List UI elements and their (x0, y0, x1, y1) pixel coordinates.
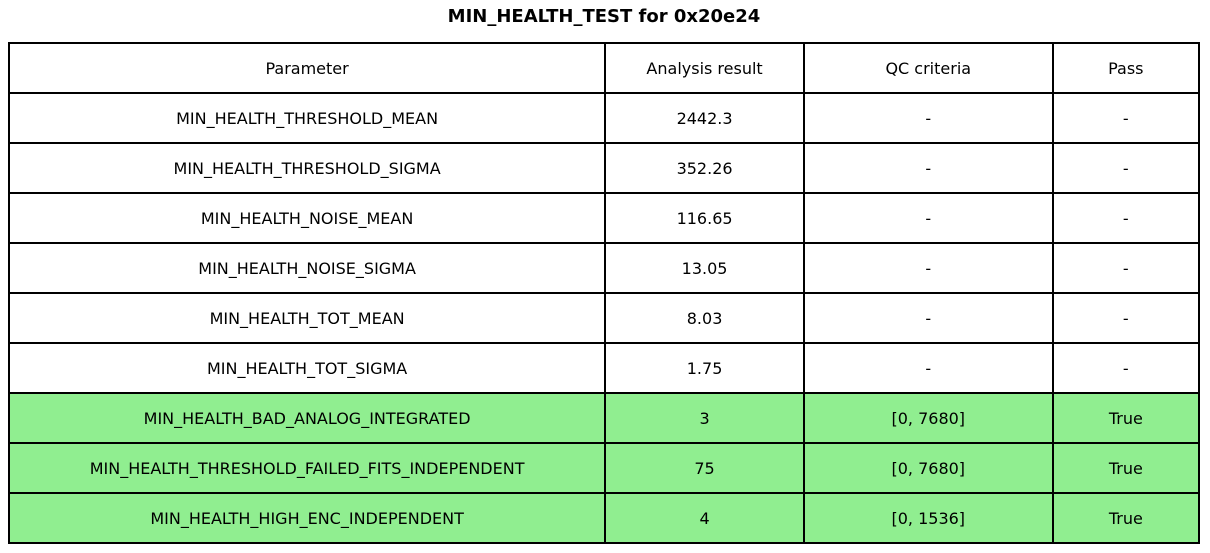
qc-criteria-cell: - (802, 142, 1054, 194)
table-row: MIN_HEALTH_THRESHOLD_MEAN 2442.3 - - (7, 92, 1201, 144)
table-row: MIN_HEALTH_NOISE_SIGMA 13.05 - - (7, 242, 1201, 294)
qc-criteria-cell: - (802, 342, 1054, 394)
column-header-analysis-result: Analysis result (604, 42, 805, 94)
parameter-cell: MIN_HEALTH_THRESHOLD_FAILED_FITS_INDEPEN… (7, 442, 607, 494)
qc-criteria-cell: [0, 7680] (802, 442, 1054, 494)
table-row: MIN_HEALTH_BAD_ANALOG_INTEGRATED 3 [0, 7… (7, 392, 1201, 444)
parameter-cell: MIN_HEALTH_THRESHOLD_MEAN (7, 92, 607, 144)
pass-cell: - (1051, 242, 1201, 294)
result-cell: 1.75 (604, 342, 805, 394)
pass-cell: - (1051, 92, 1201, 144)
pass-cell: - (1051, 192, 1201, 244)
result-cell: 2442.3 (604, 92, 805, 144)
pass-cell: - (1051, 342, 1201, 394)
table-header-row: Parameter Analysis result QC criteria Pa… (7, 42, 1201, 94)
table-row: MIN_HEALTH_THRESHOLD_SIGMA 352.26 - - (7, 142, 1201, 194)
table-row: MIN_HEALTH_HIGH_ENC_INDEPENDENT 4 [0, 15… (7, 492, 1201, 544)
qc-criteria-cell: - (802, 242, 1054, 294)
column-header-pass: Pass (1051, 42, 1201, 94)
parameter-cell: MIN_HEALTH_TOT_SIGMA (7, 342, 607, 394)
result-cell: 116.65 (604, 192, 805, 244)
result-cell: 75 (604, 442, 805, 494)
pass-cell: - (1051, 292, 1201, 344)
column-header-qc-criteria: QC criteria (802, 42, 1054, 94)
qc-criteria-cell: - (802, 92, 1054, 144)
table-row: MIN_HEALTH_THRESHOLD_FAILED_FITS_INDEPEN… (7, 442, 1201, 494)
pass-cell: True (1051, 492, 1201, 544)
table-row: MIN_HEALTH_TOT_SIGMA 1.75 - - (7, 342, 1201, 394)
pass-cell: True (1051, 442, 1201, 494)
qc-criteria-cell: [0, 1536] (802, 492, 1054, 544)
qc-criteria-cell: - (802, 292, 1054, 344)
qc-results-table: Parameter Analysis result QC criteria Pa… (7, 42, 1201, 544)
parameter-cell: MIN_HEALTH_HIGH_ENC_INDEPENDENT (7, 492, 607, 544)
table-row: MIN_HEALTH_TOT_MEAN 8.03 - - (7, 292, 1201, 344)
parameter-cell: MIN_HEALTH_TOT_MEAN (7, 292, 607, 344)
qc-criteria-cell: [0, 7680] (802, 392, 1054, 444)
pass-cell: True (1051, 392, 1201, 444)
column-header-parameter: Parameter (7, 42, 607, 94)
result-cell: 352.26 (604, 142, 805, 194)
parameter-cell: MIN_HEALTH_NOISE_SIGMA (7, 242, 607, 294)
table-row: MIN_HEALTH_NOISE_MEAN 116.65 - - (7, 192, 1201, 244)
qc-criteria-cell: - (802, 192, 1054, 244)
result-cell: 8.03 (604, 292, 805, 344)
result-cell: 4 (604, 492, 805, 544)
parameter-cell: MIN_HEALTH_NOISE_MEAN (7, 192, 607, 244)
parameter-cell: MIN_HEALTH_THRESHOLD_SIGMA (7, 142, 607, 194)
result-cell: 3 (604, 392, 805, 444)
page-title: MIN_HEALTH_TEST for 0x20e24 (447, 6, 761, 27)
pass-cell: - (1051, 142, 1201, 194)
result-cell: 13.05 (604, 242, 805, 294)
parameter-cell: MIN_HEALTH_BAD_ANALOG_INTEGRATED (7, 392, 607, 444)
